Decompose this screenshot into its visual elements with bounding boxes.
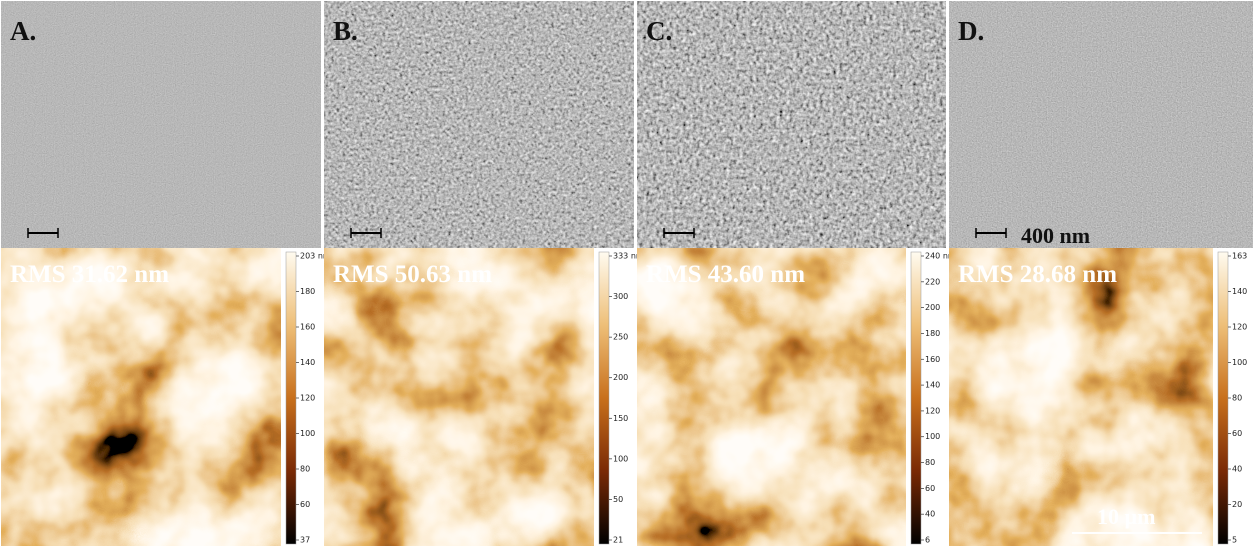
sem-image	[0, 0, 322, 249]
colorbar-tick-label: 120	[300, 394, 315, 403]
colorbar-tick-label: 150	[613, 414, 628, 423]
colorbar-tick-label: 220	[925, 277, 940, 286]
panel-label: B.	[333, 16, 358, 46]
colorbar-tick-label: 120	[925, 406, 940, 415]
colorbar-tick-label: 21	[613, 536, 623, 545]
colorbar-tick-label: 163	[1232, 252, 1247, 261]
colorbar-tick-label: 203 nm	[300, 252, 331, 261]
colorbar-tick-label: 333 nm	[613, 252, 644, 261]
colorbar-tick-label: 250	[613, 333, 628, 342]
rms-label: RMS 50.63 nm	[333, 261, 492, 288]
colorbar-tick-label: 60	[300, 500, 310, 509]
colorbar-tick-label: 80	[925, 458, 935, 467]
afm-image	[1, 248, 281, 546]
colorbar-tick-label: 40	[925, 510, 935, 519]
panel-label: A.	[10, 16, 36, 46]
colorbar-tick-label: 80	[300, 465, 310, 474]
colorbar-tick-label: 160	[300, 323, 315, 332]
colorbar-tick-label: 140	[925, 381, 940, 390]
colorbar-tick-label: 140	[1232, 287, 1247, 296]
colorbar-tick-label: 120	[1232, 323, 1247, 332]
colorbar-tick-label: 50	[613, 495, 623, 504]
rms-label: RMS 28.68 nm	[958, 261, 1117, 288]
sem-image	[948, 0, 1254, 249]
colorbar-tick-label: 80	[1232, 394, 1242, 403]
colorbar-tick-label: 200	[613, 373, 628, 382]
afm-scale-label: 10 µm	[1097, 504, 1156, 529]
afm-image	[637, 248, 906, 546]
sem-scale-label: 400 nm	[1021, 223, 1090, 248]
sem-image	[323, 0, 635, 249]
colorbar-tick-label: 6	[925, 536, 930, 545]
colorbar-tick-label: 60	[1232, 429, 1242, 438]
panel-label: C.	[646, 16, 672, 46]
sem-image	[636, 0, 947, 249]
afm-image	[324, 248, 594, 546]
colorbar-tick-label: 180	[300, 287, 315, 296]
colorbar	[1217, 251, 1229, 545]
colorbar	[598, 251, 610, 545]
rms-label: RMS 31.62 nm	[10, 261, 169, 288]
colorbar-tick-label: 40	[1232, 465, 1242, 474]
colorbar-tick-label: 200	[925, 303, 940, 312]
colorbar-tick-label: 5	[1232, 536, 1237, 545]
colorbar	[910, 251, 922, 545]
colorbar-tick-label: 100	[300, 429, 315, 438]
rms-label: RMS 43.60 nm	[646, 261, 805, 288]
colorbar-tick-label: 160	[925, 355, 940, 364]
panel-label: D.	[958, 16, 984, 46]
colorbar-tick-label: 37	[300, 536, 310, 545]
colorbar-tick-label: 60	[925, 484, 935, 493]
afm-image	[949, 248, 1213, 546]
colorbar-tick-label: 100	[925, 432, 940, 441]
colorbar-tick-label: 300	[613, 292, 628, 301]
colorbar	[285, 251, 297, 545]
colorbar-tick-label: 180	[925, 329, 940, 338]
colorbar-tick-label: 140	[300, 358, 315, 367]
colorbar-tick-label: 100	[1232, 358, 1247, 367]
colorbar-tick-label: 240 nm	[925, 252, 956, 261]
colorbar-tick-label: 20	[1232, 500, 1242, 509]
colorbar-tick-label: 100	[613, 454, 628, 463]
